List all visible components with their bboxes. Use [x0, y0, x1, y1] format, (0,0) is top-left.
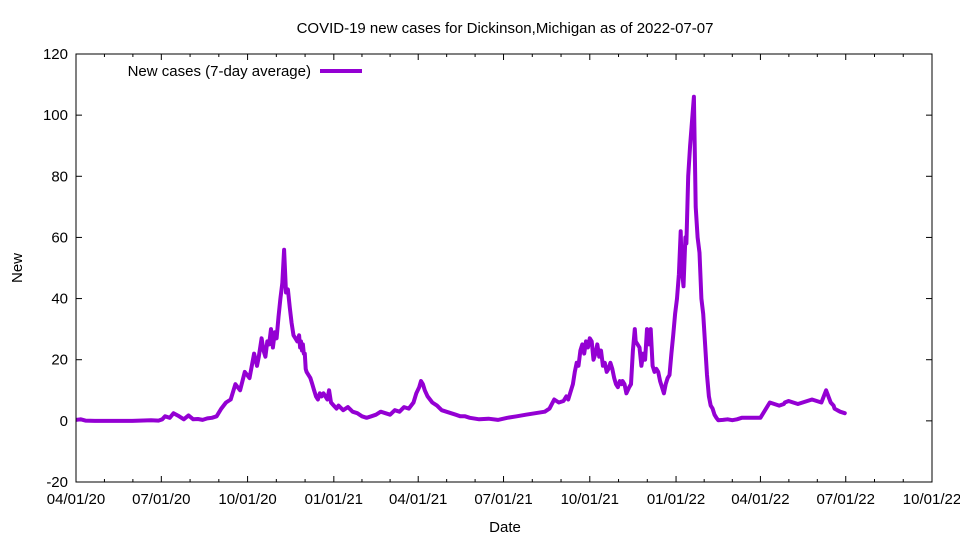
x-axis-label: Date	[489, 519, 521, 536]
x-tick-label: 07/01/20	[132, 491, 190, 508]
x-tick-label: 10/01/21	[561, 491, 619, 508]
legend-label: New cases (7-day average)	[128, 63, 311, 80]
y-tick-label: 40	[51, 291, 68, 308]
x-tick-label: 04/01/21	[389, 491, 447, 508]
plot-frame	[75, 53, 933, 483]
series-layer	[76, 94, 847, 423]
x-tick-label: 01/01/21	[305, 491, 363, 508]
y-tick-label: 0	[60, 413, 68, 430]
y-tick-label: 20	[51, 352, 68, 369]
y-tick-label: 120	[43, 46, 68, 63]
x-tick-label: 01/01/22	[647, 491, 705, 508]
chart-title: COVID-19 new cases for Dickinson,Michiga…	[297, 20, 714, 37]
x-tick-label: 07/01/22	[817, 491, 875, 508]
x-tick-label: 04/01/22	[731, 491, 789, 508]
legend: New cases (7-day average)	[128, 63, 362, 80]
y-axis-ticks: -20 0 20 40 60 80 100 120	[43, 46, 932, 491]
y-tick-label: 60	[51, 229, 68, 246]
y-tick-label: 80	[51, 168, 68, 185]
x-tick-label: 04/01/20	[47, 491, 105, 508]
y-axis-label: New	[9, 253, 26, 283]
series-line-0	[76, 94, 847, 423]
x-tick-label: 10/01/20	[218, 491, 276, 508]
x-tick-label: 10/01/22	[903, 491, 960, 508]
y-tick-label: 100	[43, 107, 68, 124]
y-tick-label: -20	[46, 474, 68, 491]
x-axis-ticks: 04/01/20 07/01/20 10/01/20 01/01/21 04/01/21…	[47, 54, 960, 508]
x-tick-label: 07/01/21	[474, 491, 532, 508]
